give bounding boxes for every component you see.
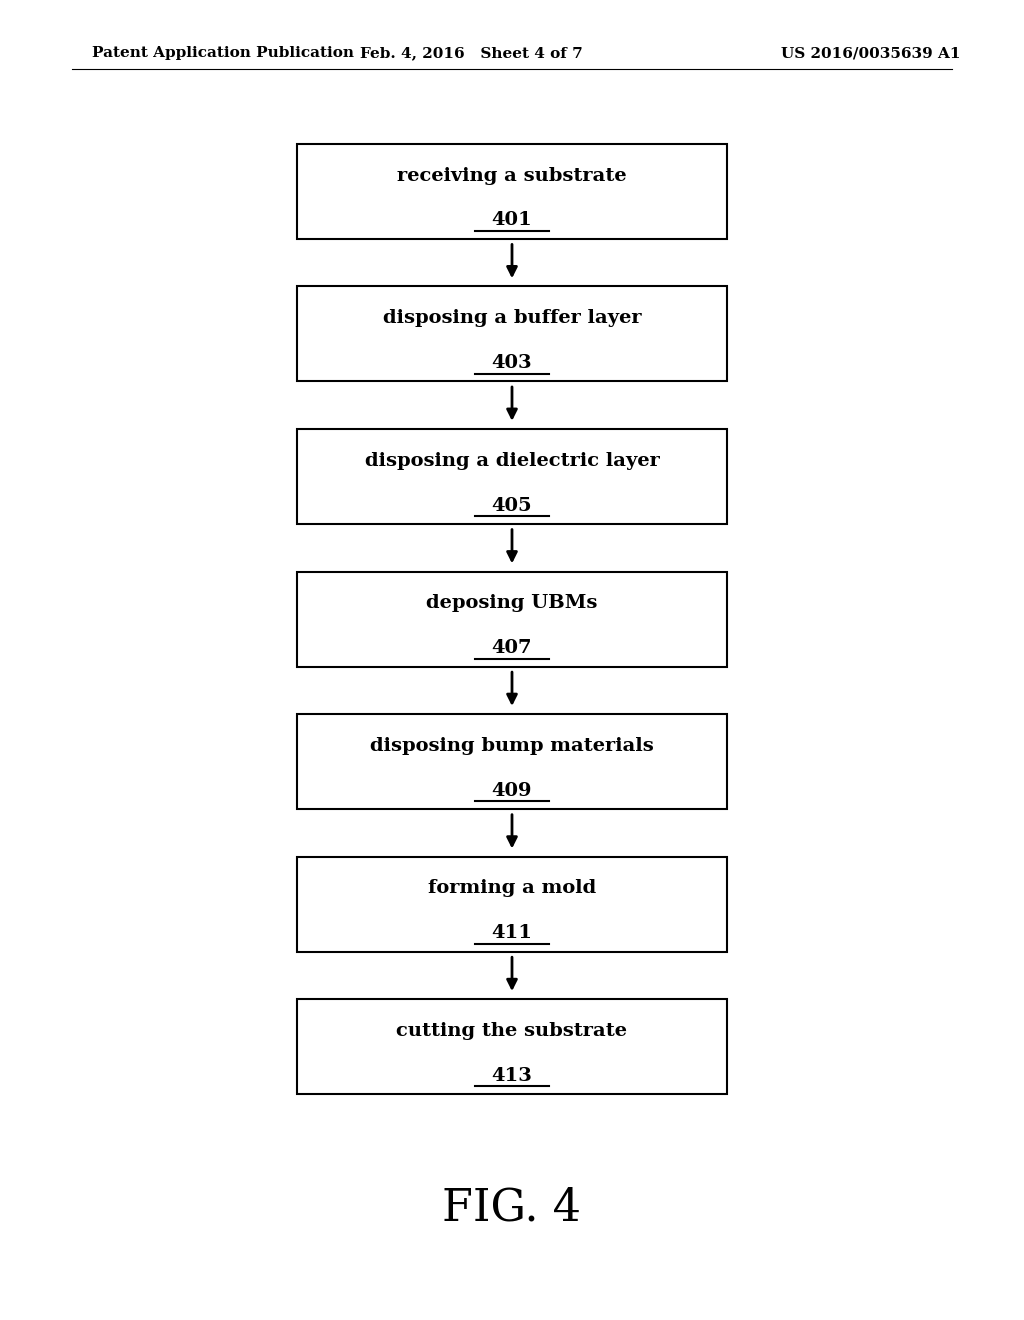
Text: Feb. 4, 2016   Sheet 4 of 7: Feb. 4, 2016 Sheet 4 of 7 (359, 46, 583, 61)
Text: cutting the substrate: cutting the substrate (396, 1022, 628, 1040)
Text: 407: 407 (492, 639, 532, 657)
Text: US 2016/0035639 A1: US 2016/0035639 A1 (780, 46, 961, 61)
Text: deposing UBMs: deposing UBMs (426, 594, 598, 612)
FancyBboxPatch shape (297, 857, 727, 952)
FancyBboxPatch shape (297, 286, 727, 381)
Text: forming a mold: forming a mold (428, 879, 596, 898)
Text: disposing bump materials: disposing bump materials (370, 737, 654, 755)
Text: 405: 405 (492, 496, 532, 515)
Text: Patent Application Publication: Patent Application Publication (92, 46, 354, 61)
Text: disposing a buffer layer: disposing a buffer layer (383, 309, 641, 327)
Text: 409: 409 (492, 781, 532, 800)
Text: FIG. 4: FIG. 4 (442, 1187, 582, 1229)
Text: 413: 413 (492, 1067, 532, 1085)
Text: receiving a substrate: receiving a substrate (397, 166, 627, 185)
FancyBboxPatch shape (297, 144, 727, 239)
Text: 403: 403 (492, 354, 532, 372)
FancyBboxPatch shape (297, 429, 727, 524)
FancyBboxPatch shape (297, 572, 727, 667)
Text: 401: 401 (492, 211, 532, 230)
Text: 411: 411 (492, 924, 532, 942)
Text: disposing a dielectric layer: disposing a dielectric layer (365, 451, 659, 470)
FancyBboxPatch shape (297, 714, 727, 809)
FancyBboxPatch shape (297, 999, 727, 1094)
